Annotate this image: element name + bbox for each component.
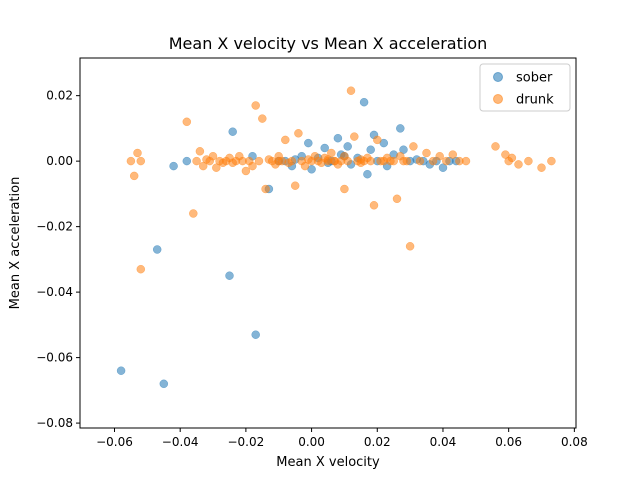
point-drunk-36 [287,156,297,166]
point-drunk-73 [409,142,418,151]
point-drunk-1 [129,171,139,181]
point-drunk-28 [261,184,270,194]
point-drunk-89 [547,156,556,166]
point-drunk-53 [343,156,352,166]
plot-frame [79,57,577,429]
x-tick-label: 0.06 [495,435,522,449]
point-drunk-67 [389,156,398,166]
y-tick-label: −0.02 [36,220,73,234]
point-drunk-74 [415,156,425,166]
point-sober-16 [320,143,329,153]
x-tick-label: −0.04 [162,435,199,449]
point-drunk-75 [422,148,431,158]
y-axis-ticks: −0.08 −0.06 −0.04 −0.02 0.00 0.02 [36,89,80,430]
point-drunk-77 [435,151,444,161]
point-sober-4 [251,330,260,339]
point-sober-13 [304,138,313,148]
point-drunk-5 [182,117,192,127]
point-sober-5 [169,161,178,171]
x-tick-label: 0.04 [430,435,457,449]
point-drunk-71 [402,156,412,166]
point-sober-7 [228,127,237,136]
legend-marker-sober [493,72,503,82]
x-axis-label: Mean X velocity [276,455,380,470]
point-drunk-0 [126,156,136,166]
y-tick-label: 0.00 [46,154,73,168]
point-drunk-91 [330,156,339,166]
y-tick-label: −0.08 [36,416,73,430]
point-drunk-12 [208,151,218,161]
point-drunk-37 [290,181,300,190]
legend: sober drunk [479,63,571,112]
point-drunk-25 [251,101,260,110]
point-drunk-82 [491,142,500,151]
legend-marker-drunk [493,94,503,104]
point-sober-6 [182,156,192,166]
points-layer [116,86,556,389]
y-tick-label: −0.04 [36,285,73,299]
x-tick-label: 0.02 [364,435,391,449]
point-drunk-2 [133,148,142,158]
point-drunk-61 [369,201,379,210]
point-drunk-26 [254,156,264,166]
x-axis-ticks: −0.06 −0.04 −0.02 0.00 0.02 0.04 0.06 0.08 [96,428,588,449]
point-drunk-22 [241,166,251,176]
point-sober-20 [343,142,352,151]
point-drunk-34 [281,135,290,145]
y-tick-label: −0.06 [36,351,73,365]
point-drunk-92 [274,156,283,166]
point-drunk-54 [346,86,356,95]
point-drunk-87 [524,156,533,166]
point-sober-23 [359,97,369,107]
point-drunk-85 [507,153,517,163]
point-drunk-7 [192,156,201,166]
point-drunk-68 [392,194,402,204]
point-sober-25 [366,145,375,154]
point-sober-31 [396,124,405,133]
point-sober-18 [333,133,343,143]
point-drunk-62 [373,135,382,145]
x-tick-label: −0.02 [227,435,264,449]
chart-title: Mean X velocity vs Mean X acceleration [169,34,488,53]
point-sober-1 [159,379,169,389]
point-drunk-88 [537,163,546,172]
point-drunk-72 [405,242,415,251]
point-drunk-78 [442,156,451,166]
point-drunk-76 [428,156,438,166]
point-drunk-86 [514,160,523,169]
x-tick-label: 0.00 [298,435,325,449]
point-drunk-55 [350,132,359,141]
point-sober-3 [225,271,234,280]
point-drunk-24 [248,161,257,171]
point-sober-0 [116,366,126,375]
x-tick-label: 0.08 [561,435,588,449]
point-sober-24 [363,169,372,179]
point-drunk-6 [189,209,198,218]
x-tick-label: −0.06 [96,435,133,449]
point-drunk-79 [448,150,458,159]
y-tick-label: 0.02 [46,89,73,103]
point-drunk-94 [340,184,349,194]
y-axis-label: Mean X acceleration [8,177,23,310]
point-drunk-27 [258,114,267,123]
legend-label-drunk: drunk [516,93,554,108]
point-drunk-93 [356,155,366,164]
point-sober-2 [152,245,162,254]
point-drunk-38 [294,129,303,138]
point-drunk-4 [136,264,146,274]
point-drunk-60 [366,156,375,166]
legend-label-sober: sober [516,71,553,86]
point-drunk-81 [461,156,471,166]
point-drunk-8 [195,147,205,156]
point-drunk-3 [136,156,146,166]
